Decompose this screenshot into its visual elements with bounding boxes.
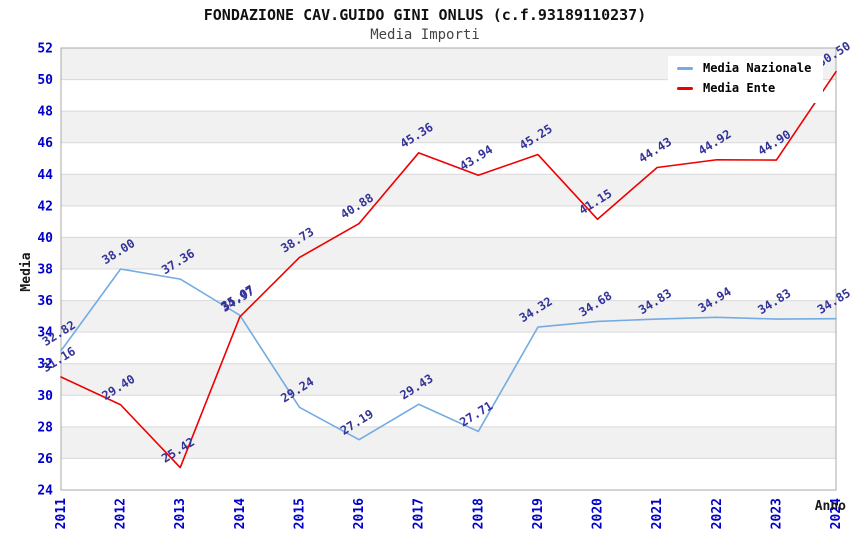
plot-band: [61, 174, 836, 206]
x-tick-label: 2020: [591, 498, 606, 529]
x-tick-label: 2012: [114, 498, 129, 529]
x-tick-label: 2019: [531, 498, 546, 529]
y-tick-label: 24: [37, 484, 53, 499]
y-tick-label: 36: [37, 294, 53, 309]
y-axis-title: Media: [19, 252, 34, 291]
y-tick-label: 50: [37, 73, 53, 88]
plot-band: [61, 300, 836, 333]
y-tick-label: 40: [37, 231, 53, 246]
y-tick-label: 48: [37, 105, 53, 120]
legend-label-nazionale: Media Nazionale: [703, 61, 812, 75]
x-tick-label: 2016: [352, 498, 367, 529]
y-tick-label: 52: [37, 42, 53, 57]
legend-label-ente: Media Ente: [703, 81, 776, 95]
y-tick-label: 26: [37, 452, 53, 467]
plot-band: [61, 395, 836, 427]
page-title: FONDAZIONE CAV.GUIDO GINI ONLUS (c.f.931…: [203, 6, 647, 24]
series-line-media-nazionale: [60, 268, 837, 441]
plot-band: [61, 142, 836, 175]
x-tick-label: 2022: [710, 498, 725, 529]
plot-band: [61, 111, 836, 143]
legend-item-media-ente: Media Ente: [677, 82, 811, 95]
y-tick-label: 32: [37, 357, 53, 372]
y-tick-label: 44: [37, 168, 53, 183]
plot-band: [61, 332, 836, 364]
legend: Media Nazionale Media Ente: [668, 56, 824, 103]
plot-band: [61, 363, 836, 396]
legend-swatch-nazionale-icon: [677, 67, 693, 70]
x-tick-label: 2023: [769, 498, 784, 529]
y-tick-label: 38: [37, 263, 53, 278]
legend-item-media-nazionale: Media Nazionale: [677, 62, 811, 75]
x-axis-title: Anno: [815, 499, 846, 514]
y-tick-label: 34: [37, 326, 53, 341]
series-line-media-ente: [60, 70, 837, 469]
y-tick-label: 28: [37, 420, 53, 435]
y-tick-label: 46: [37, 136, 53, 151]
chart-subtitle: Media Importi: [370, 27, 480, 43]
x-tick-label: 2018: [471, 498, 486, 529]
plot-border: [60, 47, 837, 491]
y-tick-label: 30: [37, 389, 53, 404]
x-tick-label: 2014: [233, 498, 248, 529]
plot-band: [61, 237, 836, 269]
x-tick-label: 2015: [292, 498, 307, 529]
x-tick-label: 2013: [173, 498, 188, 529]
plot-band: [61, 205, 836, 238]
x-tick-label: 2017: [412, 498, 427, 529]
x-tick-label: 2021: [650, 498, 665, 529]
plot-band: [61, 458, 836, 490]
x-tick-label: 2011: [54, 498, 69, 529]
legend-swatch-ente-icon: [677, 87, 693, 90]
x-tick-label: 2024: [829, 498, 844, 529]
y-tick-label: 42: [37, 199, 53, 214]
